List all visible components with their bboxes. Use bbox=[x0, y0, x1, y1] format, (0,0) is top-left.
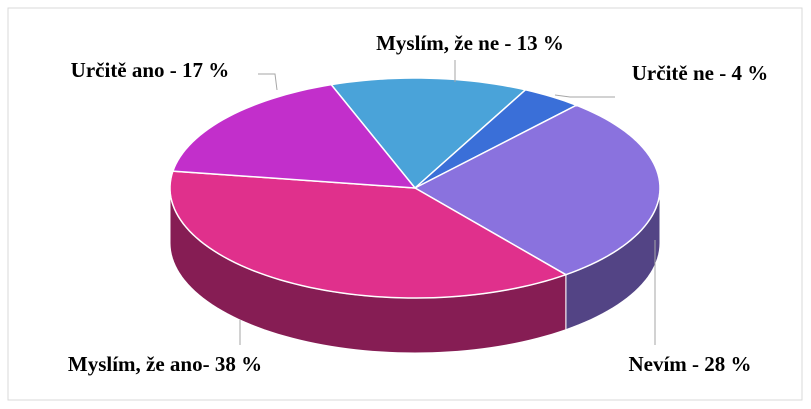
slice bbox=[171, 83, 417, 189]
leader-line bbox=[554, 94, 615, 98]
slice bbox=[413, 104, 661, 276]
data-label: Myslím, že ano- 38 % bbox=[68, 352, 262, 376]
data-label: Myslím, že ne - 13 % bbox=[376, 31, 564, 55]
data-label: Určitě ano - 17 % bbox=[71, 58, 230, 82]
slice bbox=[329, 77, 528, 190]
data-label: Nevím - 28 % bbox=[628, 352, 751, 376]
slice bbox=[414, 88, 579, 189]
data-label: Určitě ne - 4 % bbox=[632, 61, 768, 85]
slice bbox=[169, 170, 568, 299]
leader-line bbox=[258, 73, 278, 91]
